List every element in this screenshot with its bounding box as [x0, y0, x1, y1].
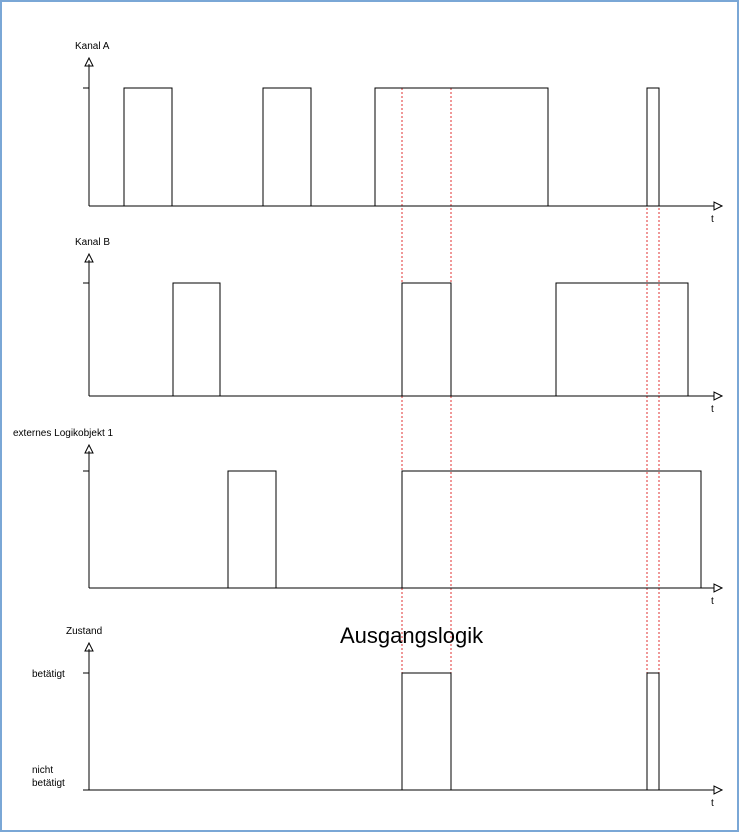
pulse-3 — [555, 282, 689, 396]
pulse-3 — [374, 87, 549, 206]
pulse-1 — [401, 672, 452, 790]
time-axis-label: t — [711, 596, 714, 607]
level-low-label-line1: nicht — [32, 765, 53, 776]
level-low-label-line2: betätigt — [32, 778, 65, 789]
pulse-1 — [123, 87, 173, 206]
channel-label: Kanal A — [75, 41, 110, 52]
pulse-4 — [646, 87, 660, 206]
y-axis-arrow-icon — [84, 56, 94, 67]
y-axis-arrow-icon — [84, 252, 94, 263]
channel-label: Zustand — [66, 626, 102, 637]
time-axis-label: t — [711, 798, 714, 809]
x-axis-arrow-icon — [713, 201, 724, 211]
pulse-2 — [401, 282, 452, 396]
level-high-label: betätigt — [32, 669, 65, 680]
y-axis-arrow-icon — [84, 641, 94, 652]
x-axis-arrow-icon — [713, 583, 724, 593]
pulse-1 — [172, 282, 221, 396]
marker-lines — [401, 88, 660, 792]
pulse-2 — [262, 87, 312, 206]
time-axis-label: t — [711, 214, 714, 225]
channel-label: Kanal B — [75, 237, 110, 248]
time-axis-label: t — [711, 404, 714, 415]
channel-1: t Kanal A — [75, 41, 724, 225]
x-axis-arrow-icon — [713, 391, 724, 401]
x-axis-arrow-icon — [713, 785, 724, 795]
pulse-2 — [646, 672, 660, 790]
y-axis-arrow-icon — [84, 443, 94, 454]
channel-label: externes Logikobjekt 1 — [13, 428, 114, 439]
channel-4: t Zustand betätigt nicht betätigt — [32, 626, 724, 809]
pulse-2 — [401, 470, 702, 588]
channel-2: t Kanal B — [75, 237, 724, 415]
diagram-title: Ausgangslogik — [340, 623, 484, 648]
channel-3: t externes Logikobjekt 1 — [13, 428, 724, 607]
pulse-1 — [227, 470, 277, 588]
